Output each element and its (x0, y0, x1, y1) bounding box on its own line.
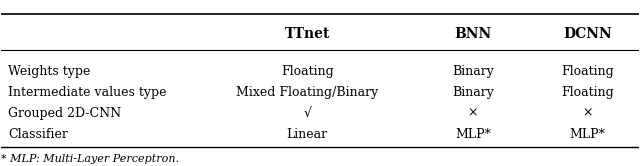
Text: * MLP: Multi-Layer Perceptron.: * MLP: Multi-Layer Perceptron. (1, 154, 179, 164)
Text: DCNN: DCNN (563, 27, 612, 41)
Text: ×: × (582, 107, 593, 120)
Text: ×: × (468, 107, 478, 120)
Text: Floating: Floating (561, 65, 614, 78)
Text: Floating: Floating (561, 86, 614, 99)
Text: Binary: Binary (452, 65, 494, 78)
Text: Linear: Linear (287, 128, 328, 141)
Text: √: √ (303, 107, 311, 120)
Text: BNN: BNN (454, 27, 492, 41)
Text: Grouped 2D-CNN: Grouped 2D-CNN (8, 107, 121, 120)
Text: Floating: Floating (281, 65, 333, 78)
Text: Classifier: Classifier (8, 128, 68, 141)
Text: MLP*: MLP* (455, 128, 491, 141)
Text: Binary: Binary (452, 86, 494, 99)
Text: Weights type: Weights type (8, 65, 90, 78)
Text: MLP*: MLP* (570, 128, 605, 141)
Text: Intermediate values type: Intermediate values type (8, 86, 166, 99)
Text: Mixed Floating/Binary: Mixed Floating/Binary (236, 86, 378, 99)
Text: TTnet: TTnet (285, 27, 330, 41)
